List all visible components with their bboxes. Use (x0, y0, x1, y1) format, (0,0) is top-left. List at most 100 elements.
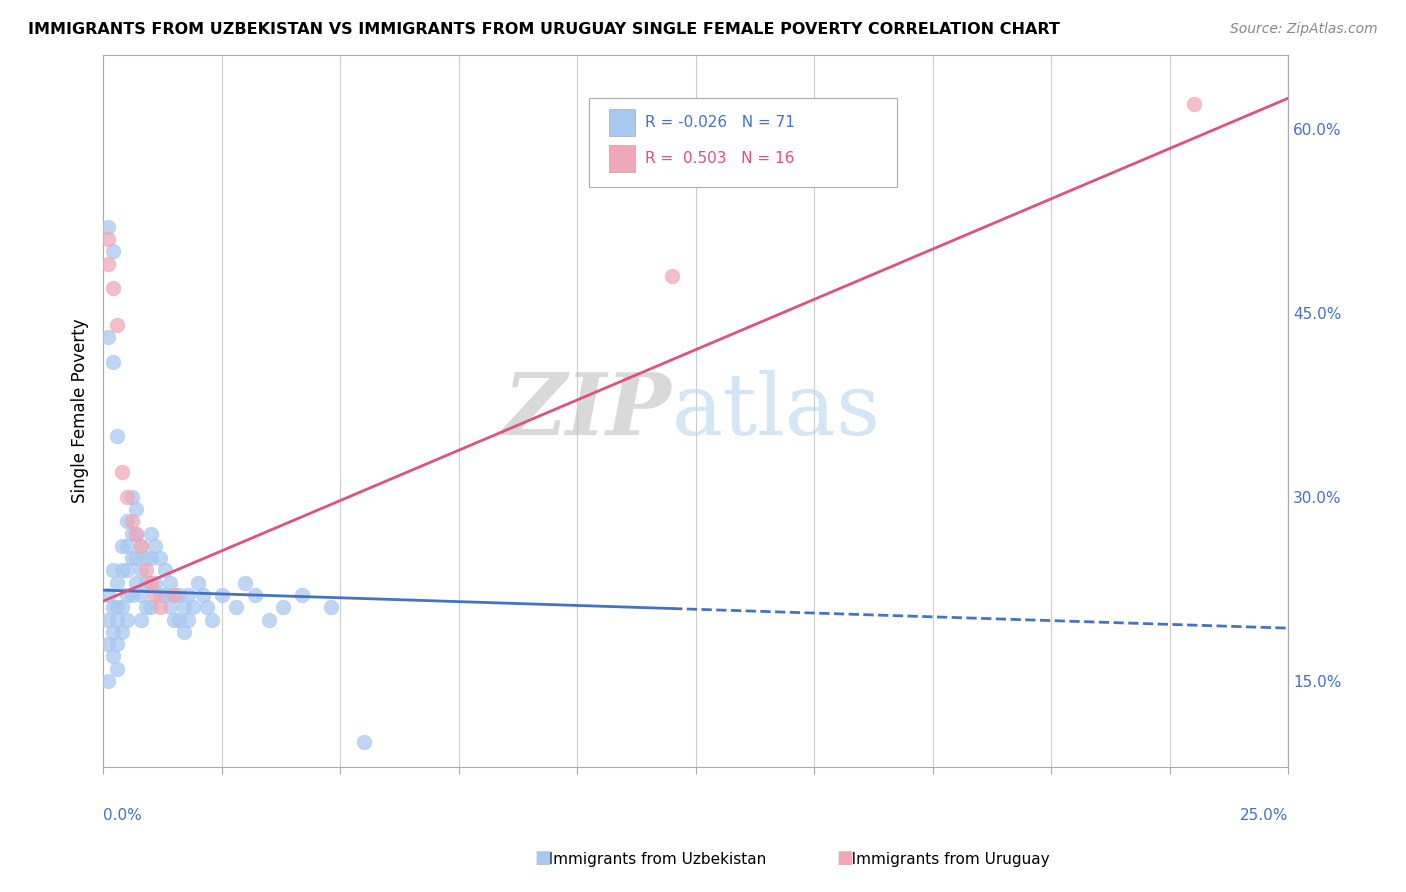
Point (97, 613, 120, 627)
Text: Immigrants from Uruguay: Immigrants from Uruguay (837, 852, 1049, 867)
Point (173, 600, 195, 615)
Point (139, 575, 162, 590)
Point (163, 588, 186, 602)
Point (143, 588, 166, 602)
Point (211, 588, 233, 602)
Point (97, 637, 120, 651)
Point (111, 564, 134, 578)
Text: Source: ZipAtlas.com: Source: ZipAtlas.com (1230, 22, 1378, 37)
Bar (609, 145, 636, 172)
Text: 25.0%: 25.0% (1240, 808, 1288, 823)
Point (177, 588, 200, 602)
Point (125, 575, 148, 590)
Point (101, 355, 124, 369)
Point (97, 673, 120, 688)
Point (159, 575, 181, 590)
Point (125, 526, 148, 541)
Point (149, 588, 172, 602)
Point (105, 637, 128, 651)
Point (201, 613, 224, 627)
Text: 0.0%: 0.0% (103, 808, 142, 823)
Point (153, 588, 176, 602)
Point (101, 649, 124, 664)
Point (125, 526, 148, 541)
Point (105, 662, 128, 676)
Point (187, 575, 209, 590)
Point (661, 268, 683, 283)
Point (243, 588, 266, 602)
Point (111, 600, 134, 615)
Text: atlas: atlas (672, 369, 882, 452)
Point (111, 624, 134, 639)
Point (271, 600, 294, 615)
Point (129, 613, 152, 627)
Point (159, 600, 181, 615)
Point (139, 575, 162, 590)
Text: R = -0.026   N = 71: R = -0.026 N = 71 (645, 115, 794, 130)
Point (191, 588, 214, 602)
Point (105, 318, 128, 332)
Point (101, 600, 124, 615)
Point (135, 551, 157, 566)
Point (121, 515, 143, 529)
Y-axis label: Single Female Poverty: Single Female Poverty (72, 318, 89, 503)
Text: Immigrants from Uzbekistan: Immigrants from Uzbekistan (534, 852, 766, 867)
Bar (609, 109, 636, 136)
Point (101, 281, 124, 295)
Point (129, 539, 152, 553)
Point (121, 551, 143, 566)
Point (257, 613, 280, 627)
Point (97, 257, 120, 271)
Point (139, 551, 162, 566)
Text: IMMIGRANTS FROM UZBEKISTAN VS IMMIGRANTS FROM URUGUAY SINGLE FEMALE POVERTY CORR: IMMIGRANTS FROM UZBEKISTAN VS IMMIGRANTS… (28, 22, 1060, 37)
Point (177, 613, 200, 627)
Point (135, 575, 157, 590)
Point (129, 588, 152, 602)
Point (125, 551, 148, 566)
Point (319, 600, 342, 615)
Point (291, 588, 314, 602)
Point (153, 564, 176, 578)
Point (129, 564, 152, 578)
Point (125, 502, 148, 516)
Point (121, 490, 143, 504)
Text: ■: ■ (837, 849, 853, 867)
Point (115, 515, 138, 529)
Point (101, 564, 124, 578)
Point (105, 613, 128, 627)
Point (163, 588, 186, 602)
Point (225, 600, 247, 615)
FancyBboxPatch shape (589, 98, 897, 186)
Point (143, 575, 166, 590)
Text: ■: ■ (534, 849, 551, 867)
Point (115, 564, 138, 578)
Point (111, 466, 134, 480)
Point (149, 600, 172, 615)
Point (115, 490, 138, 504)
Point (105, 428, 128, 442)
Point (111, 539, 134, 553)
Point (139, 526, 162, 541)
Point (101, 244, 124, 259)
Point (97, 219, 120, 234)
Point (105, 600, 128, 615)
Point (173, 624, 195, 639)
Point (149, 551, 172, 566)
Point (135, 564, 157, 578)
Point (139, 600, 162, 615)
Point (97, 330, 120, 344)
Text: R =  0.503   N = 16: R = 0.503 N = 16 (645, 151, 794, 166)
Point (1182, 97, 1205, 112)
Point (115, 539, 138, 553)
Point (129, 539, 152, 553)
Point (101, 624, 124, 639)
Point (121, 526, 143, 541)
Point (115, 613, 138, 627)
Point (353, 735, 375, 749)
Point (97, 232, 120, 246)
Point (181, 600, 204, 615)
Point (163, 613, 186, 627)
Point (235, 575, 257, 590)
Text: ZIP: ZIP (505, 369, 672, 453)
Point (121, 588, 143, 602)
